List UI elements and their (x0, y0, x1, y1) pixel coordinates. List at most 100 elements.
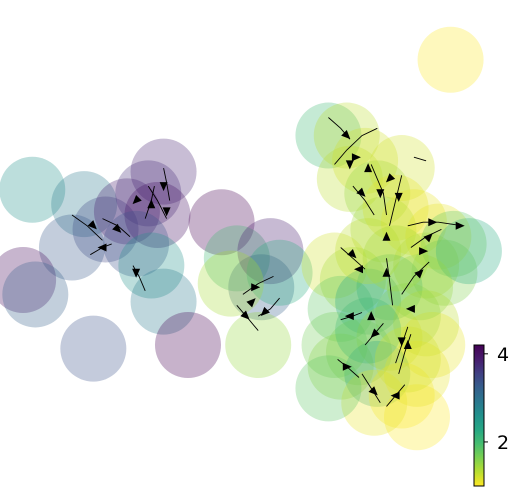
streamline (340, 247, 366, 270)
scatter-point (319, 247, 386, 313)
scatter-point (368, 362, 435, 429)
stream-arrow (414, 269, 424, 279)
scatter-point (237, 218, 304, 285)
scatter-point (307, 333, 374, 400)
streamline (370, 164, 387, 216)
scatter-point (188, 189, 255, 256)
stream-arrows (87, 129, 465, 400)
scatter-point (124, 182, 191, 248)
scatter-point (399, 312, 466, 378)
scatter-point (335, 218, 402, 285)
scatter-point (411, 239, 478, 306)
stream-arrow (251, 283, 261, 292)
scatter-point (417, 26, 484, 93)
scatter-point (332, 127, 399, 194)
stream-arrow (428, 218, 438, 227)
streamline (334, 127, 378, 165)
scatter-point (341, 369, 408, 436)
stream-arrow (368, 386, 378, 396)
scatter-point (350, 196, 417, 263)
scatter-point (130, 268, 197, 335)
stream-arrow (423, 233, 433, 243)
scatter-point (368, 135, 435, 202)
stream-arrow (87, 220, 97, 230)
stream-arrow (364, 163, 373, 173)
stream-arrow (344, 312, 354, 321)
stream-arrow (403, 340, 412, 349)
stream-arrow (376, 189, 385, 199)
scatter-point (93, 178, 160, 245)
stream-arrow (342, 362, 352, 371)
stream-arrow (347, 249, 357, 259)
stream-arrow (397, 337, 406, 347)
stream-arrow (112, 223, 122, 233)
stream-arrow (370, 328, 380, 338)
stream-arrow (382, 231, 391, 241)
stream-arrow (162, 207, 171, 217)
scatter-point (246, 239, 313, 306)
scatter-point (383, 384, 450, 451)
colorbar-tick-label: 4 (497, 344, 509, 366)
stream-arrow (132, 194, 142, 205)
scatter-point (295, 355, 362, 422)
stream-arrow (97, 243, 107, 252)
stream-arrow (159, 182, 168, 192)
stream-arrow (419, 247, 429, 256)
stream-arrow (385, 173, 396, 183)
scatter-point (387, 254, 454, 321)
stream-arrow (394, 192, 403, 202)
stream-arrow (341, 129, 351, 140)
scatter-point (0, 156, 66, 223)
streamline (386, 258, 394, 306)
scatter-point (2, 261, 69, 328)
scatter-point (38, 214, 105, 281)
scatter-point (374, 326, 441, 393)
streamline (401, 261, 430, 295)
scatter-point (356, 304, 423, 371)
stream-arrow (455, 221, 465, 230)
scatter-point (118, 232, 185, 299)
scatter-point (197, 250, 264, 317)
scatter-point (130, 138, 197, 205)
scatter-point (301, 232, 368, 299)
scatter-point (435, 218, 502, 285)
streamline (147, 185, 168, 219)
streamline (242, 275, 274, 295)
colorbar-ticks: 24 (484, 344, 509, 454)
scatter-point (393, 290, 460, 357)
scatter-point (228, 254, 295, 321)
streamline (361, 373, 381, 404)
stream-arrow (147, 199, 156, 209)
streamline (352, 185, 375, 216)
stream-arrow (240, 310, 250, 320)
streamline (389, 175, 403, 226)
streamline (398, 334, 412, 375)
stream-arrow (246, 298, 256, 308)
streamline (71, 214, 103, 241)
stream-arrow (367, 311, 376, 321)
scatter-point (51, 171, 118, 238)
scatter-point (420, 210, 487, 277)
stream-arrow (390, 391, 400, 400)
stream-arrow (132, 268, 141, 278)
scatter-point (203, 225, 270, 292)
scatter-point (374, 283, 441, 350)
scatter-point (362, 225, 429, 292)
scatter-point (60, 315, 127, 382)
stream-arrow (260, 306, 270, 317)
stream-arrow (382, 267, 391, 277)
colorbar-tick-label: 2 (497, 432, 509, 454)
scatter-point (344, 340, 411, 407)
stream-arrow (345, 160, 354, 170)
stream-arrow (351, 153, 361, 162)
scatter-point (72, 196, 139, 263)
streamline (236, 305, 259, 331)
stream-arrow (356, 187, 366, 197)
scatter-point (301, 312, 368, 378)
stream-arrow (354, 265, 363, 274)
scatter-point (356, 254, 423, 321)
scatter-point (307, 275, 374, 342)
streamline (413, 156, 427, 162)
